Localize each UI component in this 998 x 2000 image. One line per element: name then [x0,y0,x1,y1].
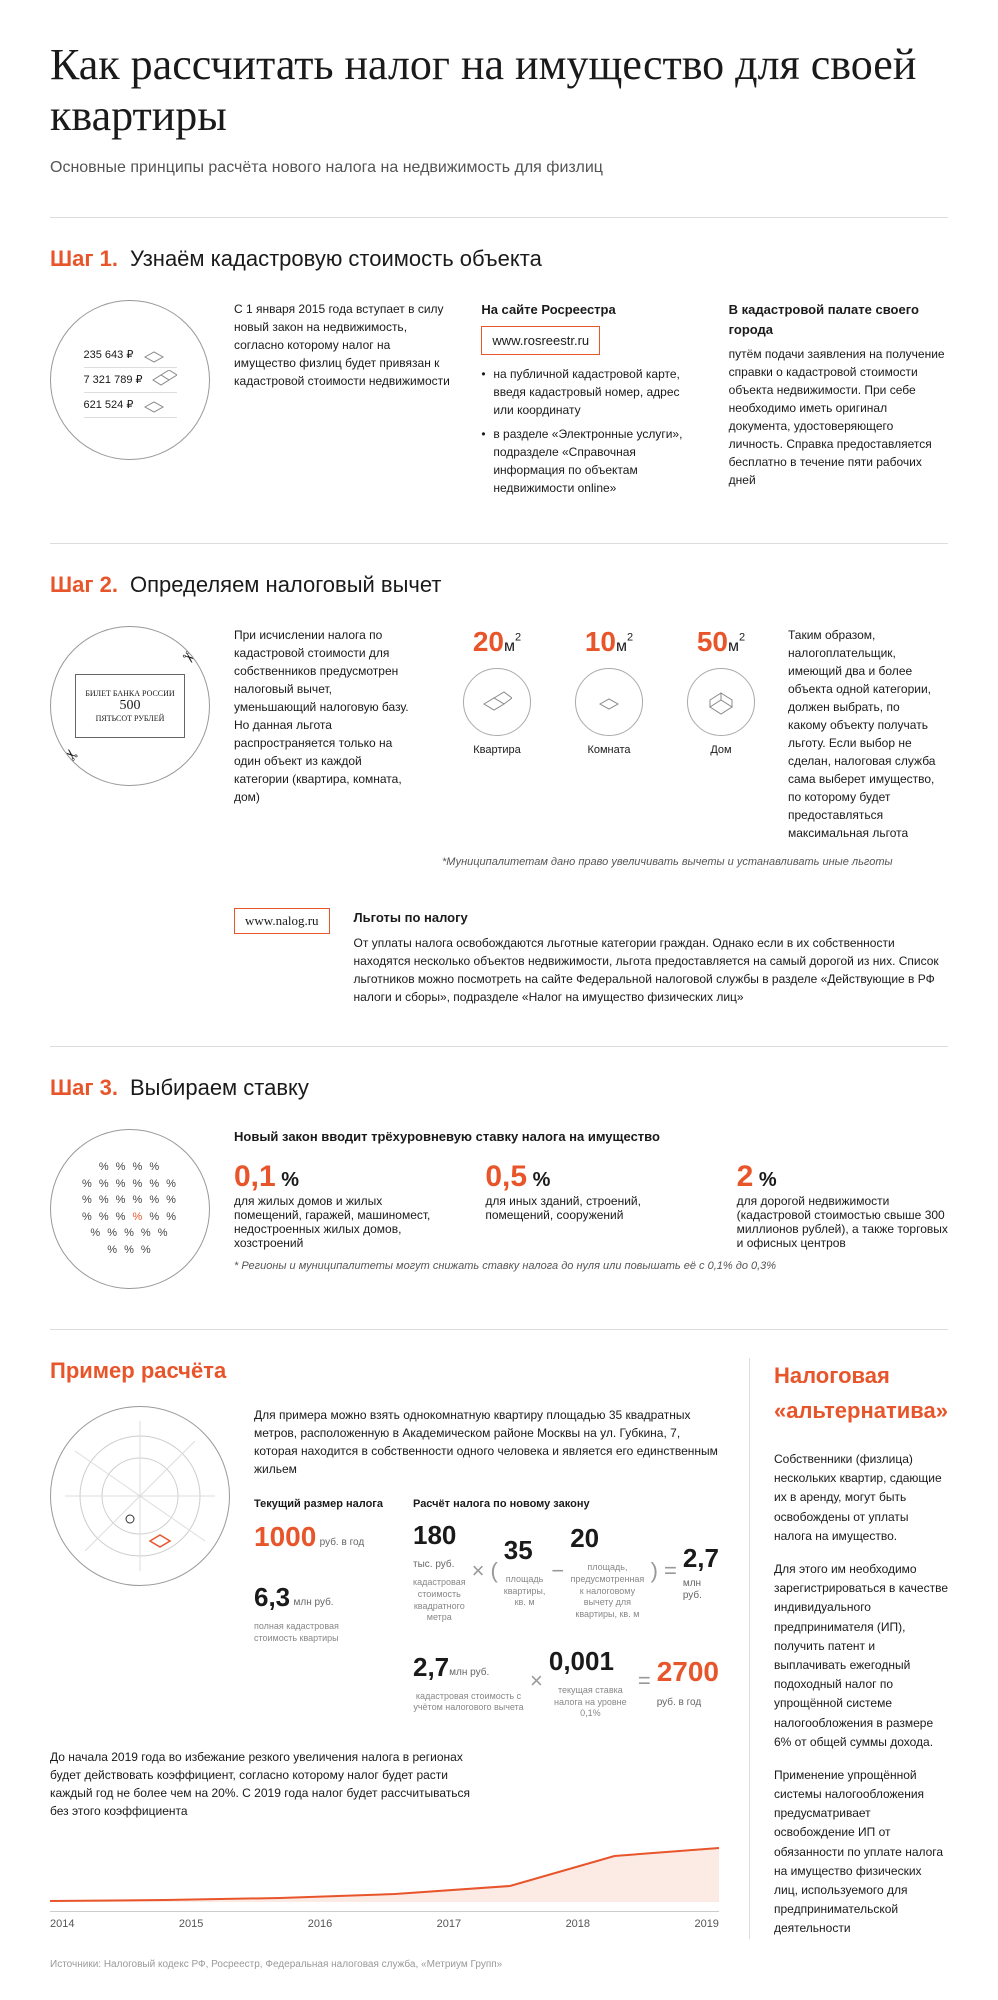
page-subtitle: Основные принципы расчёта нового налога … [50,159,948,177]
sources: Источники: Налоговый кодекс РФ, Росреест… [50,1959,948,1970]
year: 2015 [179,1918,203,1930]
rate-desc: для иных зданий, строений, помещений, со… [485,1194,696,1222]
step2-header: Шаг 2. Определяем налоговый вычет [50,543,948,598]
deduct-unit: м [616,638,627,655]
cadastral-row: 235 643 ₽ [84,348,134,361]
f2c: 2700 [657,1656,719,1687]
deduct-lbl: Квартира [452,744,542,756]
f1b: 35 [504,1535,533,1565]
f2c-unit: руб. в год [657,1697,702,1709]
year: 2014 [50,1918,74,1930]
f2a-unit: млн руб. [449,1667,489,1679]
calc-lbl: Расчёт налога по новому закону [413,1496,719,1513]
rate-val: 0,1 [234,1160,276,1193]
step2-text: При исчислении налога по кадастровой сто… [234,626,414,868]
step1-bullet: в разделе «Электронные услуги», подразде… [481,425,700,497]
f1d: 2,7 [683,1543,719,1573]
step1-col3-hd: В кадастровой палате своего города [729,300,948,339]
deduct-lbl: Комната [564,744,654,756]
alt-title: Налоговая «альтернатива» [774,1358,948,1428]
nalog-link[interactable]: www.nalog.ru [234,908,330,934]
percent-circle-icon: % % % %% % % % % %% % % % % %% % % % % %… [50,1129,210,1289]
page-title: Как рассчитать налог на имущество для св… [50,40,948,141]
year: 2019 [694,1918,718,1930]
alt-p3: Применение упрощённой системы налогообло… [774,1766,948,1939]
step3-header: Шаг 3. Выбираем ставку [50,1046,948,1101]
alt-p1: Собственники (физлица) нескольких кварти… [774,1450,948,1546]
current-tax-val: 1000 [254,1521,316,1552]
step2-title: Определяем налоговый вычет [130,572,442,598]
step1-col1: С 1 января 2015 года вступает в силу нов… [234,300,453,503]
rosreestr-link[interactable]: www.rosreestr.ru [481,326,600,356]
deduct-val: 50 [697,626,728,657]
year: 2016 [308,1918,332,1930]
alt-p2: Для этого им необходимо зарегистрировать… [774,1560,948,1752]
step1-col2-hd: На сайте Росреестра [481,300,700,320]
step1-title: Узнаём кадастровую стоимость объекта [130,246,542,272]
f1c-sub: площадь, предусмотренная к налоговому вы… [570,1562,644,1620]
step2-num: Шаг 2. [50,572,118,598]
banknote-icon: БИЛЕТ БАНКА РОССИИ500ПЯТЬСОТ РУБЛЕЙ [75,674,185,738]
rate-val: 0,5 [485,1160,527,1193]
year: 2017 [437,1918,461,1930]
current-tax-unit: руб. в год [320,1537,365,1549]
map-circle-icon [50,1406,230,1586]
full-cad-val: 6,3 [254,1582,290,1612]
step1-bullet: на публичной кадастровой карте, введя ка… [481,365,700,419]
deduct-val: 20 [473,626,504,657]
cadastral-circle-icon: 235 643 ₽ 7 321 789 ₽ 621 524 ₽ [50,300,210,460]
step1-header: Шаг 1. Узнаём кадастровую стоимость объе… [50,217,948,272]
f1a: 180 [413,1520,456,1550]
f1a-unit: тыс. руб. [413,1559,454,1571]
example-title: Пример расчёта [50,1358,719,1384]
year: 2018 [566,1918,590,1930]
current-tax-lbl: Текущий размер налога [254,1496,383,1513]
deduct-lbl: Дом [676,744,766,756]
step3-footnote: * Регионы и муниципалитеты могут снижать… [234,1260,948,1272]
f1b-sub: площадь квартиры, кв. м [504,1574,546,1609]
cadastral-row: 621 524 ₽ [84,398,134,411]
f1c: 20 [570,1523,599,1553]
deduct-val: 10 [585,626,616,657]
rate-desc: для жилых домов и жилых помещений, гараж… [234,1194,445,1250]
banknote-circle-icon: ✂ БИЛЕТ БАНКА РОССИИ500ПЯТЬСОТ РУБЛЕЙ ✂ [50,626,210,786]
f2a-sub: кадастровая стоимость с учётом налоговог… [413,1691,524,1714]
f2a: 2,7 [413,1652,449,1682]
f2b-sub: текущая ставка налога на уровне 0,1% [549,1685,632,1720]
graph-note: До начала 2019 года во избежание резкого… [50,1748,490,1820]
step1-num: Шаг 1. [50,246,118,272]
f1d-unit: млн руб. [683,1578,719,1602]
full-cad-unit: млн руб. [294,1597,334,1609]
lgoty-hd: Льготы по налогу [354,908,948,928]
example-intro: Для примера можно взять однокомнатную кв… [254,1406,719,1478]
growth-graph: 2014 2015 2016 2017 2018 2019 [50,1836,719,1930]
rate-desc: для дорогой недвижимости (кадастровой ст… [737,1194,948,1250]
f2b: 0,001 [549,1646,614,1676]
full-cad-desc: полная кадастровая стоимость квартиры [254,1621,354,1644]
lgoty-text: От уплаты налога освобождаются льготные … [354,934,948,1006]
rate-val: 2 [737,1160,754,1193]
step3-intro: Новый закон вводит трёхуровневую ставку … [234,1129,948,1144]
step3-title: Выбираем ставку [130,1075,309,1101]
step1-col3-text: путём подачи заявления на получение спра… [729,345,948,489]
deduct-unit: м [504,638,515,655]
step2-footnote: *Муниципалитетам дано право увеличивать … [442,856,948,868]
deduct-unit: м [728,638,739,655]
step2-right-text: Таким образом, налогоплательщик, имеющий… [788,626,938,842]
f1a-sub: кадастровая стоимость квадратного метра [413,1577,466,1624]
cadastral-row: 7 321 789 ₽ [84,373,143,386]
step3-num: Шаг 3. [50,1075,118,1101]
